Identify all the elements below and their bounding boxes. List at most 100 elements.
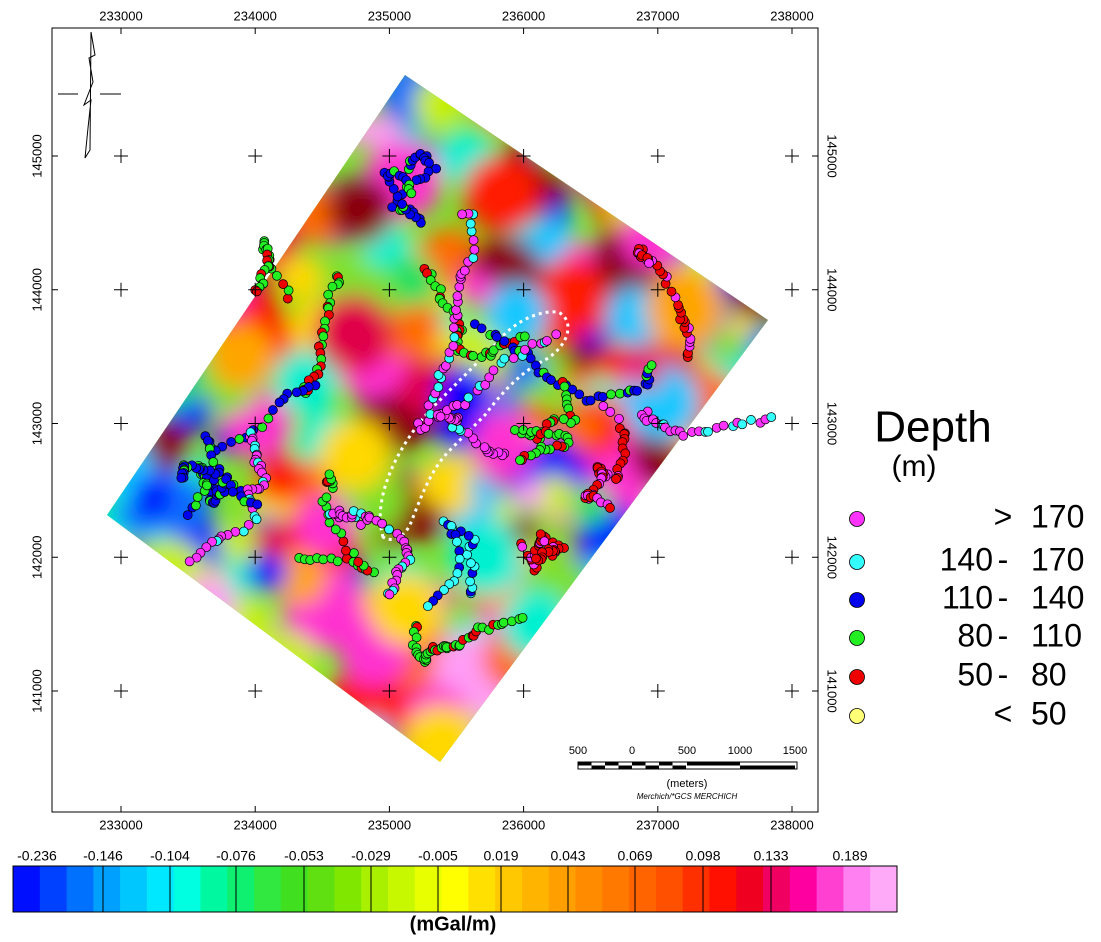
scale-label: 1000: [728, 745, 752, 757]
colorbar-label: 0.098: [685, 848, 720, 864]
sample-point: [540, 537, 549, 546]
x-tick-label: 237000: [636, 8, 679, 23]
scale-segment: [605, 762, 619, 766]
colorbar-label: 0.133: [753, 848, 788, 864]
scale-label: 0: [629, 745, 635, 757]
sample-point: [469, 254, 478, 263]
legend-low: 80: [957, 617, 993, 653]
sample-point: [464, 531, 473, 540]
colorbar-unit: (mGal/m): [410, 913, 497, 935]
sample-point: [606, 503, 615, 512]
sample-point: [518, 613, 527, 622]
x-tick-label: 233000: [99, 8, 142, 23]
sample-point: [453, 401, 462, 410]
colorbar-cell: [683, 866, 710, 912]
sample-point: [469, 351, 478, 360]
scale-unit: (meters): [667, 778, 708, 790]
sample-point: [704, 427, 713, 436]
y-tick-label: 141000: [825, 669, 840, 712]
sample-point: [452, 537, 461, 546]
sample-point: [235, 435, 244, 444]
colorbar-cell: [254, 866, 281, 912]
scale-label: 1500: [783, 745, 807, 757]
anomaly-blob: [729, 313, 753, 337]
sample-point: [520, 345, 529, 354]
sample-point: [228, 487, 237, 496]
anomaly-blob: [492, 498, 518, 524]
sample-point: [328, 282, 337, 291]
sample-point: [349, 549, 358, 558]
sample-point: [464, 393, 473, 402]
colorbar-label: -0.236: [17, 848, 57, 864]
scale-credit: Merchich/*GCS MERCHICH: [637, 792, 738, 801]
sample-point: [738, 420, 747, 429]
colorbar-cell: [843, 866, 870, 912]
legend-sep: >: [994, 498, 1013, 534]
sample-point: [453, 292, 462, 301]
sample-point: [615, 414, 624, 423]
colorbar-cell: [40, 866, 67, 912]
anomaly-blob: [131, 477, 172, 518]
sample-point: [500, 337, 509, 346]
colorbar-cell: [576, 866, 603, 912]
colorbar-label: -0.029: [351, 848, 391, 864]
anomaly-blob: [247, 552, 287, 592]
x-tick-label: 236000: [502, 817, 545, 832]
sample-point: [258, 423, 267, 432]
colorbar-cell: [468, 866, 495, 912]
sample-point: [531, 554, 540, 563]
sample-point: [450, 333, 459, 342]
sample-point: [679, 431, 688, 440]
legend-low: 110: [942, 579, 993, 615]
colorbar-cell: [790, 866, 817, 912]
y-tick-label: 144000: [29, 268, 44, 311]
sample-point: [667, 287, 676, 296]
y-tick-label: 141000: [29, 669, 44, 712]
colorbar-cell: [67, 866, 94, 912]
colorbar-cell: [227, 866, 254, 912]
sample-point: [747, 415, 756, 424]
sample-point: [607, 390, 616, 399]
sample-point: [203, 436, 212, 445]
sample-point: [449, 323, 458, 332]
y-tick-label: 144000: [825, 268, 840, 311]
sample-point: [333, 557, 342, 566]
sample-point: [552, 330, 561, 339]
sample-point: [239, 527, 248, 536]
sample-point: [500, 354, 509, 363]
sample-point: [275, 398, 284, 407]
legend-low: 50: [957, 656, 993, 692]
sample-point: [466, 577, 475, 586]
sample-point: [268, 406, 277, 415]
colorbar-label: -0.076: [216, 848, 256, 864]
sample-point: [470, 245, 479, 254]
colorbar-cell: [388, 866, 415, 912]
anomaly-blob: [252, 522, 285, 555]
scale-segment: [740, 766, 795, 770]
sample-point: [341, 546, 350, 555]
colorbar-label: 0.189: [832, 848, 867, 864]
colorbar-cell: [870, 866, 897, 912]
x-tick-label: 235000: [368, 817, 411, 832]
sample-point: [319, 555, 328, 564]
sample-point: [319, 332, 328, 341]
scale-label: 500: [569, 745, 587, 757]
sample-point: [191, 501, 200, 510]
sample-point: [449, 341, 458, 350]
anomaly-blob: [548, 198, 572, 222]
sample-point: [292, 388, 301, 397]
scale-segment: [592, 766, 606, 770]
sample-point: [645, 259, 654, 268]
sample-point: [447, 522, 456, 531]
x-tick-label: 238000: [770, 8, 813, 23]
colorbar-cell: [93, 866, 120, 912]
sample-point: [423, 602, 432, 611]
colorbar-cell: [174, 866, 201, 912]
sample-point: [469, 236, 478, 245]
sample-point: [252, 515, 261, 524]
y-tick-label: 145000: [825, 134, 840, 177]
legend-title: Depth: [874, 403, 991, 452]
sample-point: [227, 438, 236, 447]
sample-point: [177, 473, 186, 482]
colorbar-cell: [334, 866, 361, 912]
